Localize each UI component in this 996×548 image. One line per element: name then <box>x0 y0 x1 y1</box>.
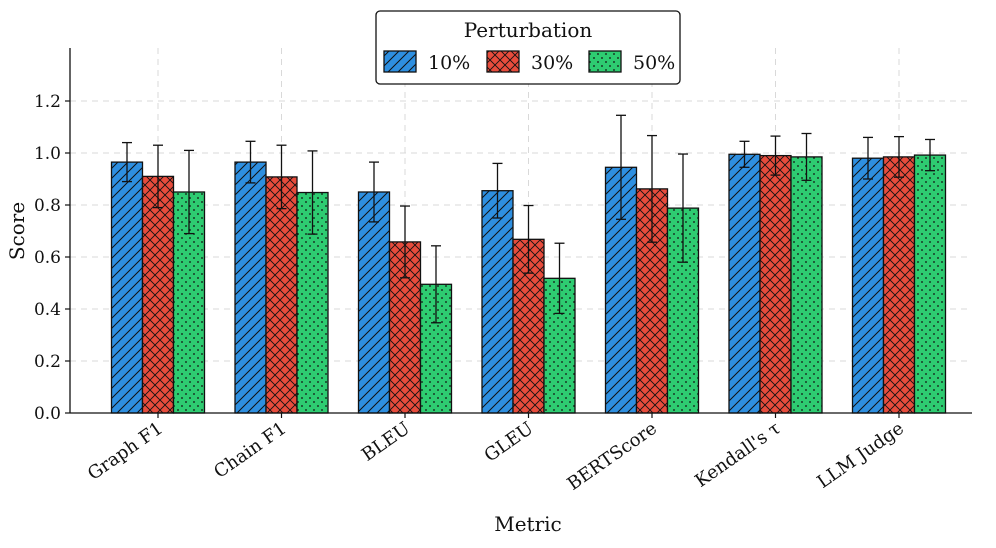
legend-label: 50% <box>633 52 675 74</box>
x-tick-label: GLEU <box>481 418 538 467</box>
legend-label: 30% <box>531 52 573 74</box>
axes <box>69 48 972 414</box>
bar-10pct-graph-f1 <box>110 161 144 414</box>
legend-label: 10% <box>428 52 470 74</box>
x-tick-label: Chain F1 <box>210 418 290 483</box>
y-tick-label: 0.4 <box>34 300 61 320</box>
bar-50pct-kendall-s- <box>790 156 823 414</box>
legend: Perturbation 10% 30% 50% <box>375 10 681 85</box>
y-tick-label: 0.2 <box>34 352 61 372</box>
y-tick-label: 0.0 <box>34 404 61 424</box>
bar-50pct-llm-judge <box>913 154 947 414</box>
bar-30pct-llm-judge <box>882 156 916 414</box>
bar-10pct-gleu <box>481 190 514 414</box>
bar-10pct-llm-judge <box>851 157 885 414</box>
bar-10pct-bleu <box>357 191 391 414</box>
x-axis-title: Metric <box>494 512 562 536</box>
y-tick-label: 1.0 <box>34 144 61 164</box>
y-ticks: 0.0 0.2 0.4 0.6 0.8 1.0 1.2 <box>34 92 70 424</box>
x-tick-label: LLM Judge <box>813 418 907 493</box>
x-ticks: Graph F1 Chain F1 BLEU GLEU BERTScore Kendall… <box>84 413 908 495</box>
legend-title: Perturbation <box>464 18 593 42</box>
y-tick-label: 0.8 <box>34 196 61 216</box>
bar-30pct-graph-f1 <box>141 175 175 414</box>
y-tick-label: 0.6 <box>34 248 61 268</box>
x-tick-label: BERTScore <box>564 418 661 495</box>
bar-30pct-chain-f1 <box>265 176 298 414</box>
x-tick-label: Graph F1 <box>84 418 167 485</box>
y-axis-title: Score <box>5 202 29 260</box>
legend-swatch <box>383 50 417 73</box>
bar-10pct-kendall-s- <box>728 153 761 414</box>
legend-swatch <box>588 50 622 73</box>
bar-10pct-chain-f1 <box>234 161 267 414</box>
legend-swatch <box>486 50 520 73</box>
x-tick-label: BLEU <box>358 418 414 466</box>
y-tick-label: 1.2 <box>34 92 61 112</box>
x-tick-label: Kendall's τ <box>691 418 784 492</box>
bars <box>110 114 947 414</box>
bar-30pct-kendall-s- <box>759 154 792 414</box>
